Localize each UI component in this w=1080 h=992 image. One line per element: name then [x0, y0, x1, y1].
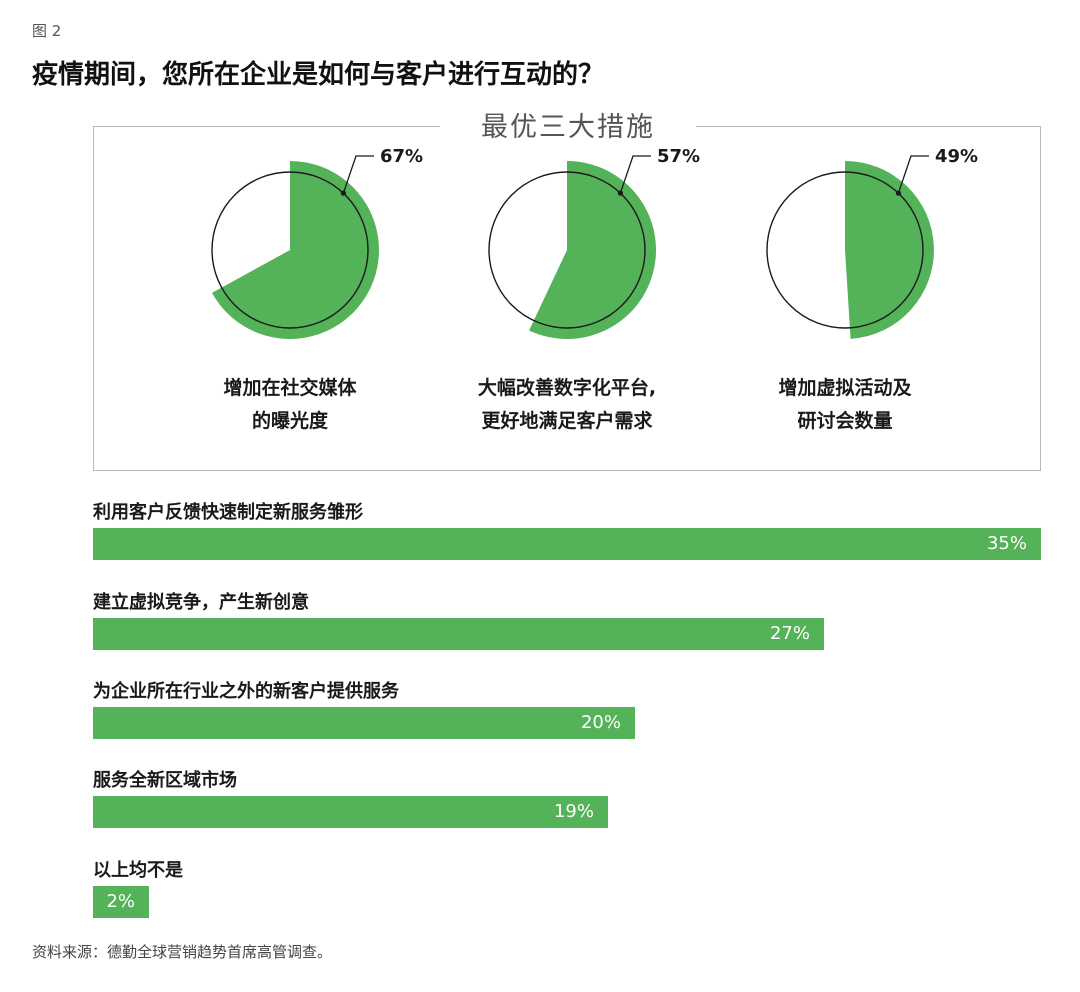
- source-note: 资料来源：德勤全球营销趋势首席高管调查。: [32, 943, 333, 961]
- bar-value: 27%: [769, 623, 810, 644]
- pie-leader-dot: [340, 190, 346, 196]
- bar-fill: 2%: [93, 886, 149, 918]
- pie-outline: [766, 171, 924, 329]
- bar-track: 19%: [93, 796, 1041, 828]
- pie-slice: [845, 161, 934, 339]
- pie-svg-3: 49%: [766, 148, 978, 339]
- pie-slice: [529, 161, 657, 339]
- pie-leader-line: [619, 155, 651, 194]
- bar-label: 以上均不是: [93, 860, 183, 881]
- bar-label: 建立虚拟竞争，产生新创意: [93, 592, 309, 613]
- pie-caption-line: 的曝光度: [251, 410, 328, 432]
- bar-fill: 35%: [93, 528, 1041, 560]
- pie-caption-3: 增加虚拟活动及 研讨会数量: [695, 372, 995, 438]
- pie-leader-dot: [895, 190, 901, 196]
- bar-value: 19%: [553, 801, 594, 822]
- pie-chart-2: 57% 大幅改善数字化平台, 更好地满足客户需求: [417, 148, 717, 448]
- pie-caption-line: 研讨会数量: [797, 410, 893, 432]
- bar-track: 27%: [93, 618, 1041, 650]
- bar-track: 20%: [93, 707, 1041, 739]
- pie-value-label: 57%: [657, 148, 700, 167]
- bar-label: 为企业所在行业之外的新客户提供服务: [93, 681, 399, 702]
- pie-outline: [488, 171, 646, 329]
- pie-svg-1: 67%: [211, 148, 423, 339]
- pie-value-label: 67%: [380, 148, 423, 167]
- pie-caption-1: 增加在社交媒体 的曝光度: [140, 372, 440, 438]
- pie-caption-line: 更好地满足客户需求: [481, 410, 653, 432]
- bar-fill: 19%: [93, 796, 608, 828]
- pie-slice: [212, 161, 379, 339]
- pie-leader-line: [897, 155, 929, 194]
- pie-leader-line: [342, 155, 374, 194]
- bar-label: 利用客户反馈快速制定新服务雏形: [93, 502, 363, 523]
- pie-value-label: 49%: [935, 148, 978, 167]
- bar-track: 35%: [93, 528, 1041, 560]
- pie-caption-line: 大幅改善数字化平台,: [477, 377, 657, 399]
- pie-leader-dot: [617, 190, 623, 196]
- bar-value: 20%: [580, 712, 621, 733]
- pie-caption-line: 增加虚拟活动及: [778, 377, 912, 399]
- figure-label: 图 2: [32, 22, 62, 40]
- bar-fill: 20%: [93, 707, 635, 739]
- pie-chart-3: 49% 增加虚拟活动及 研讨会数量: [695, 148, 995, 448]
- bar-track: 2%: [93, 886, 1041, 918]
- pie-caption-line: 增加在社交媒体: [223, 377, 357, 399]
- pie-svg-2: 57%: [488, 148, 700, 339]
- page-title: 疫情期间，您所在企业是如何与客户进行互动的？: [32, 60, 605, 90]
- bar-value: 35%: [986, 533, 1027, 554]
- pie-outline: [211, 171, 369, 329]
- bar-label: 服务全新区域市场: [93, 770, 237, 791]
- pie-chart-1: 67% 增加在社交媒体 的曝光度: [140, 148, 440, 448]
- bar-fill: 27%: [93, 618, 824, 650]
- bar-value: 2%: [106, 891, 135, 912]
- pie-caption-2: 大幅改善数字化平台, 更好地满足客户需求: [417, 372, 717, 438]
- panel-title: 最优三大措施: [440, 108, 696, 148]
